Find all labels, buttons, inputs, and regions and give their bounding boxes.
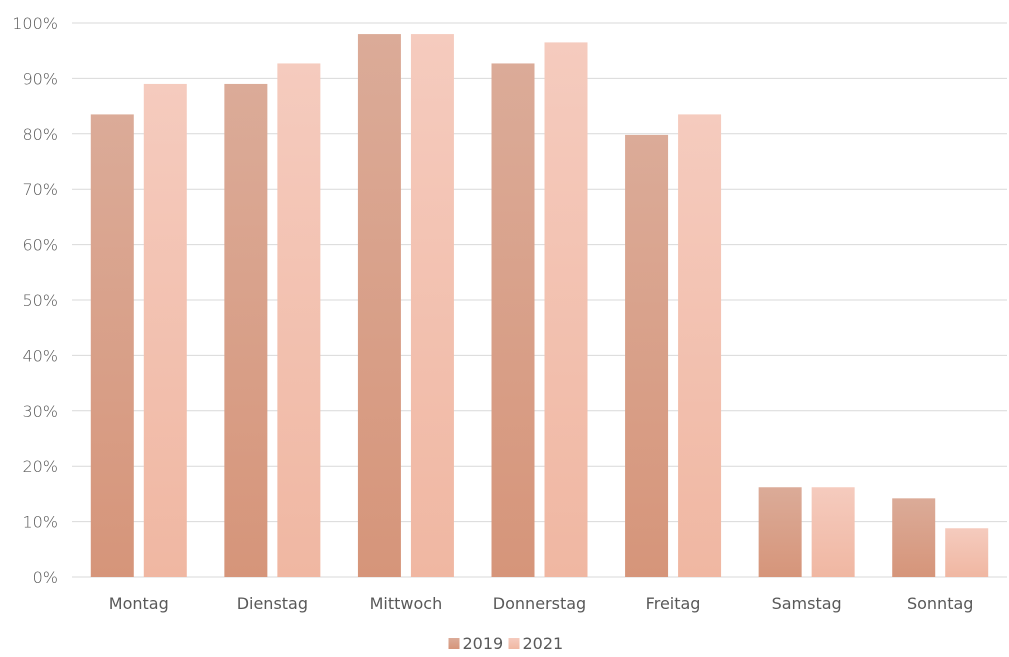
y-tick-label: 20% [22,457,58,476]
legend-label-2019: 2019 [463,634,504,653]
bar-2021-donnerstag [544,42,588,577]
bar-2021-sonntag [945,528,989,577]
bar-2021-montag [143,83,187,577]
y-tick-label: 100% [12,14,58,33]
x-tick-label: Samstag [772,594,842,613]
y-tick-label: 80% [22,125,58,144]
x-tick-label: Freitag [646,594,701,613]
bar-2019-freitag [625,134,669,577]
bar-2019-montag [90,114,134,577]
y-tick-label: 70% [22,180,58,199]
legend-label-2021: 2021 [523,634,564,653]
y-tick-label: 50% [22,291,58,310]
y-tick-label: 60% [22,236,58,255]
legend: 2019 2021 [448,634,564,653]
legend-swatch-2019 [448,638,460,649]
bar-2019-samstag [758,487,802,577]
y-tick-label: 0% [33,568,58,587]
x-tick-label: Montag [109,594,169,613]
bar-2021-mittwoch [410,34,454,577]
x-axis: Montag Dienstag Mittwoch Donnerstag Freitag S… [109,594,974,613]
x-tick-label: Mittwoch [370,594,443,613]
bar-2019-mittwoch [357,34,401,577]
x-tick-label: Sonntag [907,594,973,613]
y-tick-label: 30% [22,402,58,421]
bar-2019-dienstag [224,83,268,577]
x-tick-label: Dienstag [237,594,308,613]
bar-2021-dienstag [277,63,321,577]
x-tick-label: Donnerstag [493,594,586,613]
y-tick-label: 10% [22,513,58,532]
y-axis: 0% 10% 20% 30% 40% 50% 60% 70% 80% 90% 100% [12,14,58,587]
bars [90,34,989,577]
bar-2021-samstag [811,487,855,577]
gridlines [72,22,1007,578]
legend-swatch-2021 [508,638,520,649]
y-tick-label: 40% [22,346,58,365]
bar-2021-freitag [678,114,722,577]
y-tick-label: 90% [22,69,58,88]
bar-2019-sonntag [892,498,936,577]
bar-2019-donnerstag [491,63,535,577]
